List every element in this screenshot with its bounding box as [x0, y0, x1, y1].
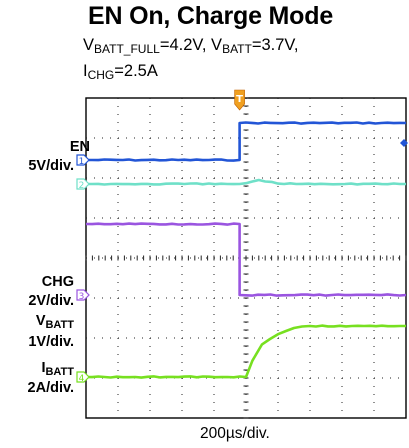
en-scale-label: 5V/div.	[0, 158, 74, 174]
channel-marker-chg: 3	[76, 289, 90, 302]
ibatt-channel-unit: 2A/div.	[27, 380, 74, 396]
trigger-marker-label: T	[236, 94, 243, 105]
trigger-marker: T	[234, 89, 245, 111]
trace-chg	[85, 222, 407, 297]
en-channel-name: EN	[69, 139, 90, 155]
x-axis-label: 200µs/div.	[200, 425, 270, 442]
chart-subtitle-line2: ICHG=2.5A	[83, 62, 158, 82]
en-channel-unit: 5V/div.	[28, 158, 74, 174]
channel-marker-vbatt: 2	[76, 178, 90, 191]
chg-channel-name: CHG	[41, 274, 74, 290]
trace-en	[86, 121, 407, 162]
vbatt-channel-unit: 1V/div.	[28, 334, 74, 350]
vbatt-scale-label: 1V/div.	[0, 334, 74, 350]
ibatt-channel-label: IBATT	[41, 360, 74, 378]
channel-marker-ibatt: 4	[76, 371, 90, 384]
offset-marker	[400, 139, 408, 147]
channel-markers: 1 2 3 4 T	[76, 89, 408, 384]
en-channel-label: EN	[54, 139, 90, 155]
channel-marker-number: 3	[79, 292, 85, 302]
chg-channel-label: CHG	[30, 274, 74, 290]
plot-grid	[85, 97, 407, 419]
channel-marker-en: 1	[76, 154, 90, 167]
channel-marker-number: 1	[79, 157, 85, 167]
channel-marker-number: 4	[79, 374, 85, 384]
chart-title: EN On, Charge Mode	[88, 2, 334, 30]
channel-marker-number: 2	[79, 181, 85, 191]
ibatt-scale-label: 2A/div.	[0, 380, 74, 396]
plot-traces	[85, 121, 407, 379]
chg-scale-label: 2V/div.	[0, 293, 74, 309]
chart-subtitle-line1: VBATT_FULL=4.2V, VBATT=3.7V,	[83, 36, 299, 56]
vbatt-channel-label: VBATT	[35, 313, 74, 331]
chg-channel-unit: 2V/div.	[28, 293, 74, 309]
trace-vbatt	[86, 178, 406, 186]
trace-ibatt	[85, 324, 406, 379]
